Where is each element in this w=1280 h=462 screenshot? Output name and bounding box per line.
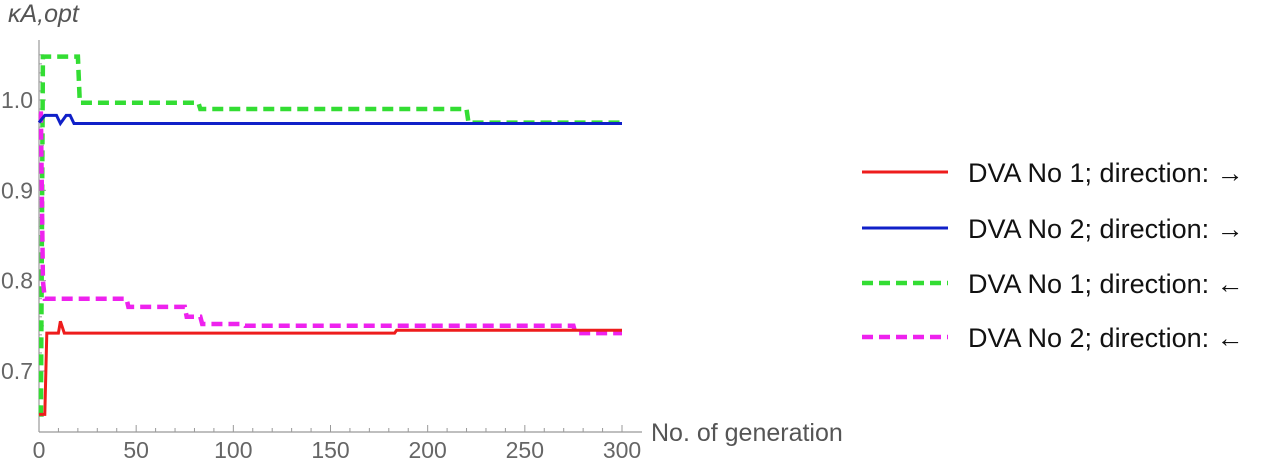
y-tick-label: 0.8 (1, 268, 33, 294)
legend: DVA No 1; direction: → DVA No 2; directio… (862, 158, 1244, 353)
legend-label-1: DVA No 1; direction: → (968, 158, 1244, 188)
y-tick-label: 0.9 (1, 177, 33, 203)
y-tick-label: 0.7 (1, 358, 33, 384)
series-line-2 (37, 113, 622, 127)
x-tick-label: 0 (33, 437, 46, 462)
x-tick-label: 250 (506, 437, 544, 462)
y-axis-title: κA,opt (8, 0, 80, 28)
legend-label-4: DVA No 2; direction: ← (968, 323, 1244, 353)
series-line-3 (38, 54, 622, 417)
axes: 0.7 0.8 0.9 1.0 0 50 100 150 200 250 300 κA,opt No. … (1, 0, 843, 462)
series-line-1 (39, 320, 622, 416)
x-tick-label: 200 (408, 437, 446, 462)
legend-label-3: DVA No 1; direction: ← (968, 269, 1244, 299)
series-line-4 (38, 111, 622, 336)
y-tick-label: 1.0 (1, 87, 33, 113)
series-layer (37, 54, 622, 417)
x-axis-title: No. of generation (651, 419, 843, 447)
x-tick-label: 300 (603, 437, 641, 462)
x-tick-label: 50 (123, 437, 149, 462)
x-tick-label: 150 (311, 437, 349, 462)
legend-label-2: DVA No 2; direction: → (968, 214, 1244, 244)
x-tick-label: 100 (214, 437, 252, 462)
